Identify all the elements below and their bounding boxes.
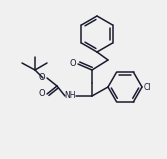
Text: NH: NH <box>64 91 76 100</box>
Text: O: O <box>70 59 76 68</box>
Text: O: O <box>39 73 45 82</box>
Text: O: O <box>39 89 45 97</box>
Text: Cl: Cl <box>144 83 151 91</box>
